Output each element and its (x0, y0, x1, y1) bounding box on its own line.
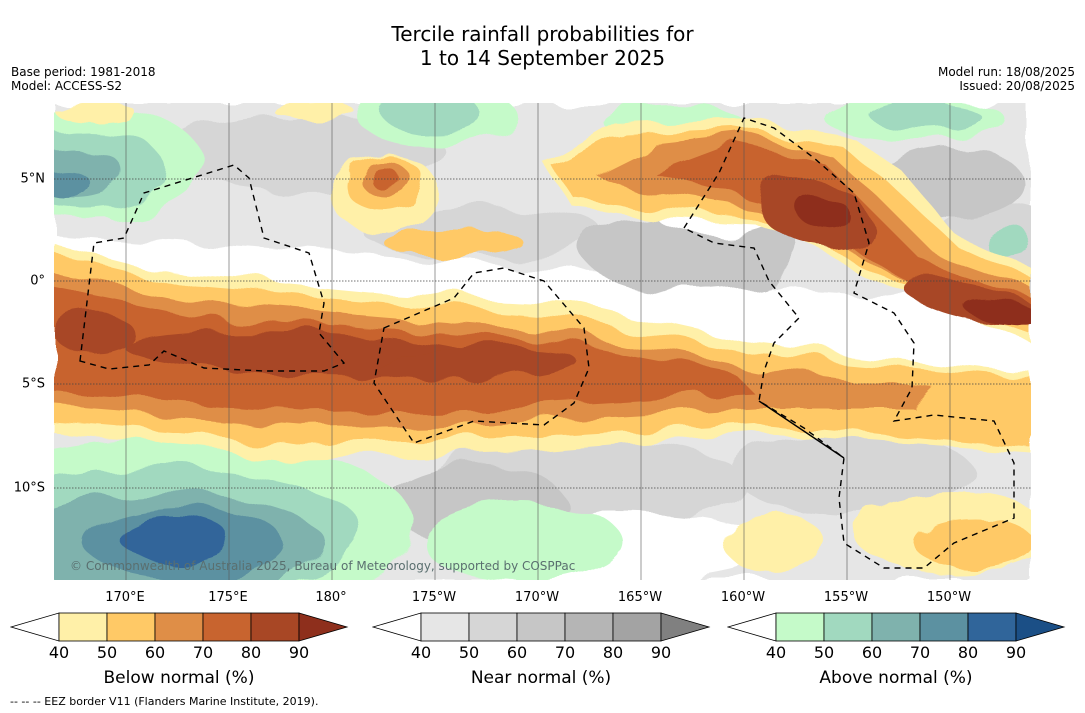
colorbar-over (1015, 612, 1066, 642)
probability-region (724, 513, 824, 573)
colorbar-segment (967, 612, 1017, 642)
chart-title: Tercile rainfall probabilities for 1 to … (0, 22, 1085, 70)
probability-region (374, 346, 574, 380)
colorbar-segment (468, 612, 518, 642)
base-period: Base period: 1981-2018 (11, 65, 156, 79)
legend-tick: 40 (410, 643, 432, 662)
probability-region (384, 229, 524, 257)
meta-left: Base period: 1981-2018 Model: ACCESS-S2 (11, 65, 156, 93)
colorbar-over (660, 612, 711, 642)
lon-label: 165°W (617, 590, 663, 605)
probability-region (584, 213, 804, 293)
legend-tick: 90 (288, 643, 310, 662)
probability-region (734, 433, 974, 513)
probability-region (119, 516, 229, 560)
legend-near-colorbar (372, 612, 711, 642)
colorbar-segment (154, 612, 204, 642)
probability-region (379, 103, 479, 129)
lon-label: 170°W (514, 590, 560, 605)
colorbar-segment (919, 612, 969, 642)
probability-region (54, 103, 134, 121)
lon-label: 155°W (823, 590, 869, 605)
legend-above-colorbar (727, 612, 1066, 642)
lon-label: 150°W (926, 590, 972, 605)
colorbar-segment (775, 612, 825, 642)
issued-date: Issued: 20/08/2025 (959, 79, 1075, 93)
colorbar-segment (58, 612, 108, 642)
copyright-notice: © Commonwealth of Australia 2025, Bureau… (70, 559, 576, 573)
legend-tick: 60 (506, 643, 528, 662)
lat-label: 5°S (21, 376, 45, 392)
legend-tick: 70 (192, 643, 214, 662)
lat-label: 5°N (20, 171, 46, 187)
eez-footnote: -- -- -- EEZ border V11 (Flanders Marine… (10, 695, 319, 708)
colorbar-under (727, 612, 777, 642)
colorbar-segment (612, 612, 662, 642)
legend-tick: 70 (554, 643, 576, 662)
lon-label: 160°W (720, 590, 766, 605)
probability-region (984, 229, 1031, 257)
colorbar-segment (202, 612, 252, 642)
colorbar-segment (420, 612, 470, 642)
eez-border (682, 117, 1015, 569)
probability-region (54, 313, 134, 353)
legend-tick: 70 (909, 643, 931, 662)
meta-right: Model run: 18/08/2025 Issued: 20/08/2025 (938, 65, 1075, 93)
lon-label: 180° (315, 590, 347, 605)
colorbar-segment (871, 612, 921, 642)
legend-tick: 60 (144, 643, 166, 662)
lat-label: 0° (30, 273, 45, 289)
legend-tick: 60 (861, 643, 883, 662)
eez-border (758, 400, 845, 459)
legend-tick: 80 (957, 643, 979, 662)
lon-label: 175°W (411, 590, 457, 605)
probability-region (54, 168, 89, 198)
probability-region (369, 168, 399, 188)
colorbar-segment (106, 612, 156, 642)
title-line-2: 1 to 14 September 2025 (419, 46, 666, 70)
probability-region (914, 518, 1031, 568)
title-line-1: Tercile rainfall probabilities for (391, 22, 694, 46)
probability-region (964, 299, 1031, 327)
lat-label: 10°S (13, 480, 45, 496)
probability-region (795, 193, 853, 233)
colorbar-segment (250, 612, 300, 642)
legend-tick: 40 (48, 643, 70, 662)
legend-tick: 90 (1005, 643, 1027, 662)
colorbar-under (10, 612, 60, 642)
rainfall-probability-map (54, 103, 1031, 580)
legend-tick: 90 (650, 643, 672, 662)
legend-tick: 50 (813, 643, 835, 662)
legend-title: Near normal (%) (470, 668, 612, 688)
legend-title: Below normal (%) (103, 668, 255, 688)
colorbar-segment (823, 612, 873, 642)
colorbar-over (298, 612, 349, 642)
model-name: Model: ACCESS-S2 (11, 79, 123, 93)
legend-tick: 80 (240, 643, 262, 662)
probability-region (424, 503, 624, 580)
colorbar-segment (564, 612, 614, 642)
legend-tick: 40 (765, 643, 787, 662)
legend-tick: 50 (458, 643, 480, 662)
legend-title: Above normal (%) (819, 668, 973, 688)
eez-border (79, 164, 346, 372)
lon-label: 170°E (105, 590, 145, 605)
legend-below-colorbar (10, 612, 349, 642)
lon-label: 175°E (208, 590, 248, 605)
colorbar-segment (516, 612, 566, 642)
legend-tick: 50 (96, 643, 118, 662)
probability-region (869, 103, 979, 129)
colorbar-under (372, 612, 422, 642)
legend-tick: 80 (602, 643, 624, 662)
probability-region (274, 103, 354, 121)
model-run: Model run: 18/08/2025 (937, 65, 1075, 79)
